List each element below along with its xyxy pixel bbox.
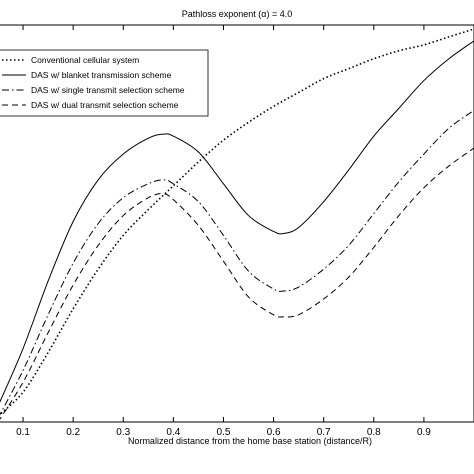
legend-entry-label: DAS w/ blanket transmission scheme — [31, 70, 172, 80]
x-tick-label: 0.2 — [66, 427, 80, 438]
series-line-dashed — [0, 147, 474, 420]
chart-title: Pathloss exponent (α) = 4.0 — [182, 9, 293, 19]
plot-frame — [0, 24, 474, 423]
legend-entry-label: Conventional cellular system — [31, 55, 139, 65]
x-tick-label: 0.6 — [267, 427, 281, 438]
x-tick-label: 0.9 — [417, 427, 431, 438]
legend-entry-label: DAS w/ single transmit selection scheme — [31, 85, 185, 95]
x-tick-label: 0.1 — [16, 427, 30, 438]
series-line-solid — [0, 40, 474, 403]
legend: Conventional cellular system DAS w/ blank… — [0, 49, 209, 117]
x-tick-label: 0.3 — [116, 427, 130, 438]
x-tick-label: 0.8 — [367, 427, 381, 438]
x-tick-label: 0.7 — [317, 427, 331, 438]
series-line-dashdot — [0, 109, 474, 416]
x-axis-ticks: 0.1 0.2 0.3 0.4 0.5 0.6 0.7 0.8 0.9 — [16, 25, 431, 438]
x-axis-label: Normalized distance from the home base s… — [128, 436, 372, 446]
x-tick-label: 0.5 — [217, 427, 231, 438]
x-tick-label: 0.4 — [166, 427, 180, 438]
series-layer — [0, 28, 474, 420]
legend-entry-label: DAS w/ dual transmit selection scheme — [31, 100, 179, 110]
legend-box — [0, 49, 209, 117]
